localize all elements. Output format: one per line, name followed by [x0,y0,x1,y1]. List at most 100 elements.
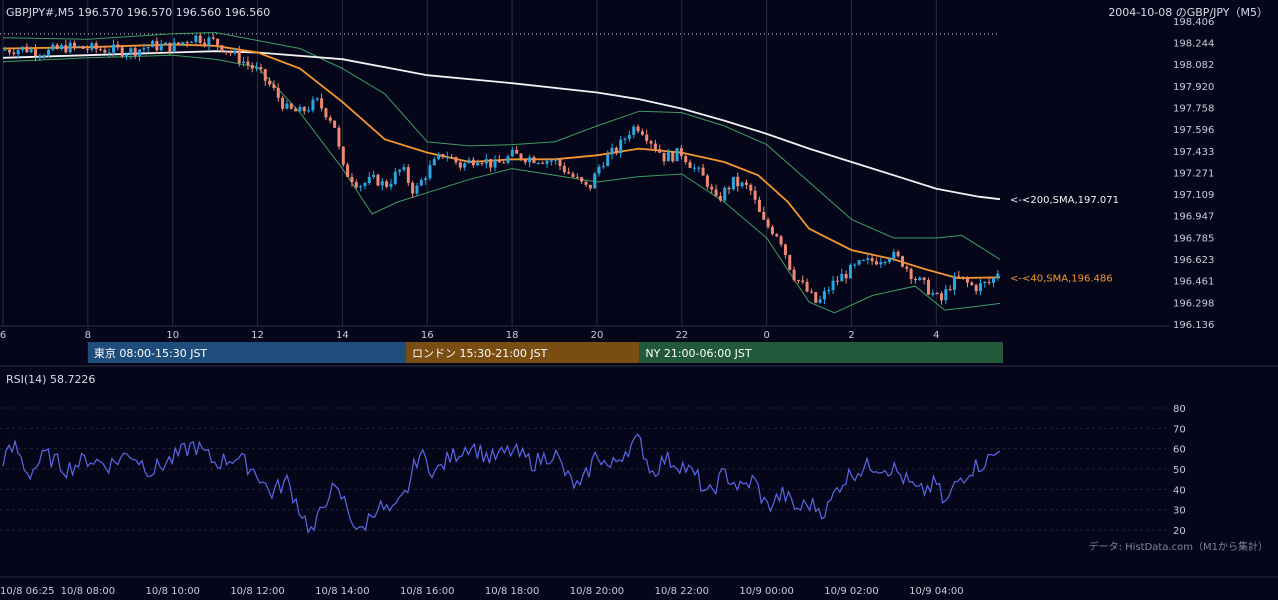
candle-body [697,167,701,169]
candle-body [8,49,12,53]
candle-body [632,126,636,135]
candle-body [749,184,753,191]
candle-body [294,108,298,112]
candle-body [354,182,358,188]
candle-body [952,275,956,290]
price-tick-label: 196.623 [1173,255,1214,266]
candle-body [883,261,887,263]
rsi-tick-label: 30 [1173,506,1186,517]
candle-body [554,159,558,161]
candle-body [246,61,250,66]
hour-tick-label: 2 [848,330,854,341]
candle-body [454,157,458,163]
candle-body [376,174,380,186]
rsi-tick-label: 60 [1173,445,1186,456]
candle-body [718,195,722,201]
candles [3,32,1000,305]
candle-body [948,289,952,291]
candle-body [406,167,410,183]
candle-body [588,184,592,189]
price-tick-label: 197.271 [1173,169,1214,180]
candle-body [424,178,428,180]
candle-body [337,127,341,147]
candle-body [740,182,744,187]
candle-body [831,280,835,291]
hour-tick-label: 16 [421,330,434,341]
candle-body [81,46,85,49]
candle-body [441,154,445,158]
candle-body [835,280,839,282]
time-tick-label: 10/8 16:00 [400,586,454,597]
hour-tick-label: 8 [85,330,91,341]
candle-body [770,226,774,235]
time-tick-label: 10/9 00:00 [739,586,793,597]
candle-body [744,182,748,185]
candle-body [25,46,29,53]
candle-body [237,50,241,64]
candle-body [614,147,618,154]
candle-body [411,182,415,194]
candle-body [866,258,870,261]
candle-body [372,174,376,177]
candle-body [710,186,714,190]
candle-body [515,149,519,154]
candle-body [918,277,922,281]
candle-body [818,299,822,303]
candle-body [350,176,354,183]
rsi-series [2,433,1001,535]
candle-body [398,169,402,172]
candle-body [675,148,679,162]
candle-body [250,65,254,69]
candle-body [268,80,272,85]
candle-body [809,291,813,293]
candle-body [86,48,90,50]
price-tick-label: 197.920 [1173,82,1214,93]
price-tick-label: 197.433 [1173,147,1214,158]
candle-body [60,45,64,49]
price-tick-label: 196.785 [1173,233,1214,244]
candle-body [991,277,995,283]
candle-body [333,120,337,128]
candle-body [575,176,579,178]
candle-body [302,107,306,112]
candle-body [120,47,124,57]
candle-body [38,56,42,58]
sma40-line [2,43,1001,280]
candle-body [510,149,514,157]
session-band [639,342,1003,363]
candle-body [645,134,649,142]
candle-body [753,190,757,200]
price-tick-label: 197.758 [1173,103,1214,114]
candle-body [203,42,207,46]
session-band [406,342,640,363]
candle-body [978,283,982,292]
price-series [2,31,1001,314]
price-tick-label: 197.109 [1173,190,1214,201]
candle-body [723,187,727,201]
candle-body [489,159,493,168]
time-tick-label: 10/8 18:00 [485,586,539,597]
candle-body [671,152,675,162]
candle-body [55,44,59,49]
candle-body [783,244,787,256]
time-axis: 10/8 06:25 10/8 08:00 10/8 10:00 10/8 12:00… [0,586,964,597]
candle-body [705,175,709,187]
candle-body [701,167,705,176]
candle-body [497,159,501,163]
candle-body [155,41,159,51]
candle-body [909,268,913,279]
candle-body [129,48,133,55]
candle-body [844,273,848,279]
candle-body [549,160,553,162]
candle-body [402,167,406,170]
candle-body [21,46,25,50]
candle-body [359,186,363,188]
candle-body [502,162,506,164]
candle-body [467,159,471,164]
candle-body [29,49,33,53]
candle-body [103,49,107,53]
candle-body [77,46,81,48]
session-label: NY 21:00-06:00 JST [645,347,752,360]
candle-body [341,146,345,165]
candle-body [892,251,896,259]
